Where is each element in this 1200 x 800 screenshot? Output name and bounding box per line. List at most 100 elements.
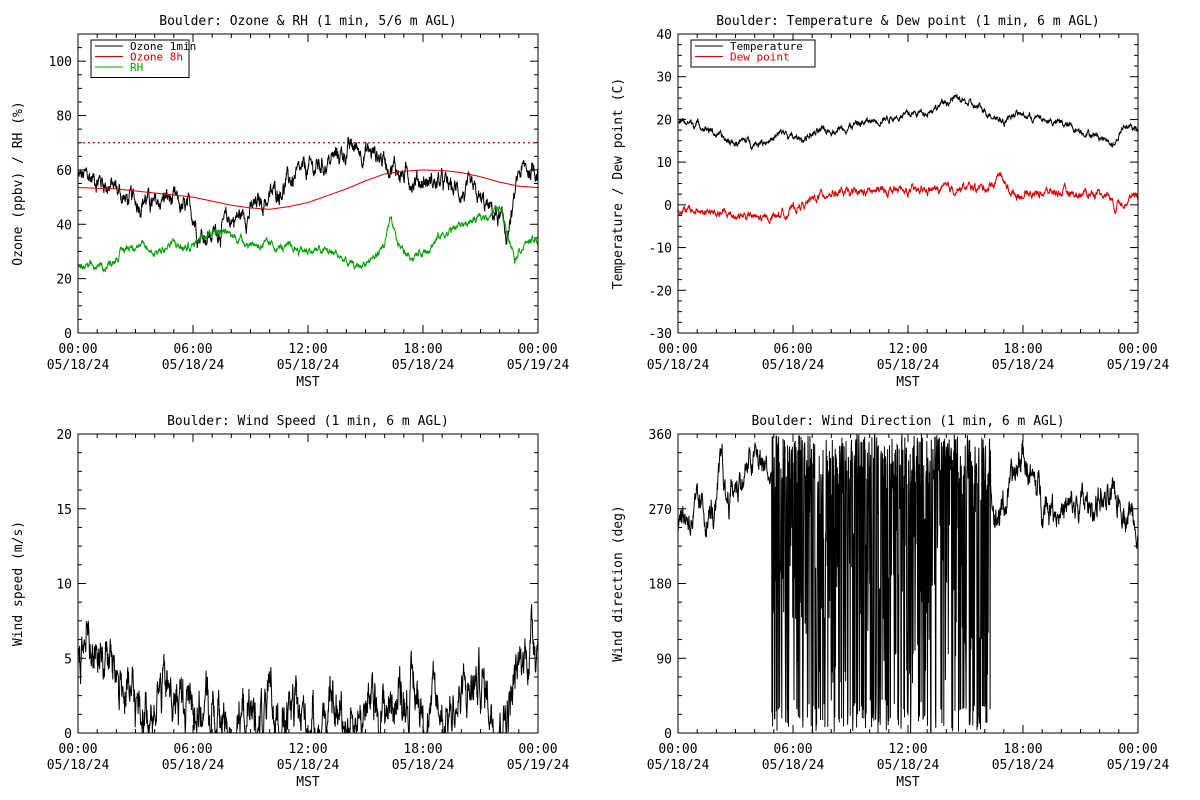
x-tick-date-label: 05/18/24 <box>647 758 710 773</box>
y-tick-label: 20 <box>56 273 72 288</box>
plot-area <box>678 434 1138 733</box>
series-line <box>78 604 538 733</box>
plot-area <box>678 94 1138 225</box>
chart-temp-dew: Boulder: Temperature & Dew point (1 min,… <box>611 14 1169 390</box>
x-tick-time-label: 00:00 <box>658 742 697 757</box>
y-tick-label: 100 <box>49 55 72 70</box>
x-tick-time-label: 00:00 <box>1118 342 1157 357</box>
plot-frame <box>77 33 539 334</box>
legend-label: Temperature <box>730 40 803 53</box>
x-tick-time-label: 12:00 <box>888 342 927 357</box>
plot-area <box>78 604 538 733</box>
x-tick-date-label: 05/18/24 <box>392 758 455 773</box>
legend-label: RH <box>130 61 143 74</box>
x-tick-date-label: 05/19/24 <box>1107 358 1170 373</box>
x-tick-date-label: 05/18/24 <box>992 358 1055 373</box>
x-tick-date-label: 05/19/24 <box>507 758 570 773</box>
y-tick-label: 40 <box>56 218 72 233</box>
x-tick-time-label: 18:00 <box>1003 342 1042 357</box>
x-tick-date-label: 05/19/24 <box>507 358 570 373</box>
chart-title: Boulder: Ozone & RH (1 min, 5/6 m AGL) <box>159 14 456 29</box>
y-axis-label: Wind speed (m/s) <box>11 521 26 646</box>
y-tick-label: -20 <box>649 284 672 299</box>
x-tick-date-label: 05/18/24 <box>762 758 825 773</box>
y-tick-label: 40 <box>656 28 672 43</box>
x-tick-date-label: 05/18/24 <box>277 758 340 773</box>
x-tick-date-label: 05/18/24 <box>647 358 710 373</box>
y-axis-label: Ozone (ppbv) / RH (%) <box>11 101 26 265</box>
x-tick-date-label: 05/18/24 <box>762 358 825 373</box>
x-tick-date-label: 05/19/24 <box>1107 758 1170 773</box>
y-tick-label: 30 <box>656 71 672 86</box>
y-tick-label: 10 <box>656 156 672 171</box>
x-tick-time-label: 00:00 <box>58 742 97 757</box>
x-tick-time-label: 06:00 <box>773 742 812 757</box>
y-axis-label: Temperature / Dew point (C) <box>611 78 626 289</box>
x-tick-time-label: 00:00 <box>518 742 557 757</box>
x-tick-time-label: 00:00 <box>658 342 697 357</box>
chart-ozone-rh: Boulder: Ozone & RH (1 min, 5/6 m AGL) Oz… <box>11 14 569 390</box>
plot-frame <box>677 33 1139 334</box>
plot-area <box>78 136 538 273</box>
x-tick-time-label: 00:00 <box>58 342 97 357</box>
x-tick-time-label: 12:00 <box>888 742 927 757</box>
chart-title: Boulder: Temperature & Dew point (1 min,… <box>716 14 1100 29</box>
y-tick-label: 0 <box>64 327 72 342</box>
y-tick-label: 15 <box>56 503 72 518</box>
x-tick-date-label: 05/18/24 <box>392 358 455 373</box>
y-axis-label: Wind direction (deg) <box>611 505 626 662</box>
plot-frame <box>77 433 539 734</box>
x-tick-date-label: 05/18/24 <box>47 758 110 773</box>
series-line <box>678 434 1138 733</box>
y-tick-label: 20 <box>656 113 672 128</box>
x-tick-time-label: 12:00 <box>288 742 327 757</box>
series-dew-point <box>678 171 1138 225</box>
x-tick-date-label: 05/18/24 <box>162 758 225 773</box>
y-tick-label: 180 <box>649 578 672 593</box>
x-tick-time-label: 18:00 <box>403 742 442 757</box>
x-tick-time-label: 00:00 <box>1118 742 1157 757</box>
y-tick-label: -10 <box>649 242 672 257</box>
x-axis-label: MST <box>896 375 920 390</box>
legend-label: Dew point <box>730 51 790 64</box>
x-tick-time-label: 00:00 <box>518 342 557 357</box>
y-tick-label: 360 <box>649 428 672 443</box>
legend-label: Ozone 1min <box>130 40 196 53</box>
chart-title: Boulder: Wind Speed (1 min, 6 m AGL) <box>167 414 449 429</box>
x-tick-time-label: 12:00 <box>288 342 327 357</box>
y-tick-label: 0 <box>64 727 72 742</box>
y-tick-label: -30 <box>649 327 672 342</box>
legend-box <box>690 39 816 68</box>
x-tick-date-label: 05/18/24 <box>877 758 940 773</box>
x-tick-time-label: 18:00 <box>403 342 442 357</box>
y-tick-label: 80 <box>56 110 72 125</box>
x-tick-date-label: 05/18/24 <box>47 358 110 373</box>
chart-wind-dir: Boulder: Wind Direction (1 min, 6 m AGL)… <box>611 414 1169 790</box>
y-tick-label: 270 <box>649 503 672 518</box>
chart-wind-speed: Boulder: Wind Speed (1 min, 6 m AGL) Wind… <box>11 414 569 790</box>
x-axis-label: MST <box>896 775 920 790</box>
x-axis-label: MST <box>296 375 320 390</box>
x-tick-date-label: 05/18/24 <box>162 358 225 373</box>
plot-frame <box>677 433 1139 734</box>
series-temperature <box>678 94 1138 151</box>
chart-title: Boulder: Wind Direction (1 min, 6 m AGL) <box>751 414 1064 429</box>
y-tick-label: 90 <box>656 652 672 667</box>
y-tick-label: 10 <box>56 578 72 593</box>
x-tick-time-label: 06:00 <box>173 742 212 757</box>
x-tick-date-label: 05/18/24 <box>877 358 940 373</box>
series-ozone-8h <box>78 169 538 210</box>
series-rh <box>78 204 538 273</box>
x-tick-date-label: 05/18/24 <box>992 758 1055 773</box>
y-tick-label: 5 <box>64 652 72 667</box>
x-tick-time-label: 18:00 <box>1003 742 1042 757</box>
y-tick-label: 60 <box>56 164 72 179</box>
x-tick-date-label: 05/18/24 <box>277 358 340 373</box>
x-tick-time-label: 06:00 <box>173 342 212 357</box>
legend-label: Ozone 8h <box>130 51 183 64</box>
y-tick-label: 0 <box>664 727 672 742</box>
x-axis-label: MST <box>296 775 320 790</box>
